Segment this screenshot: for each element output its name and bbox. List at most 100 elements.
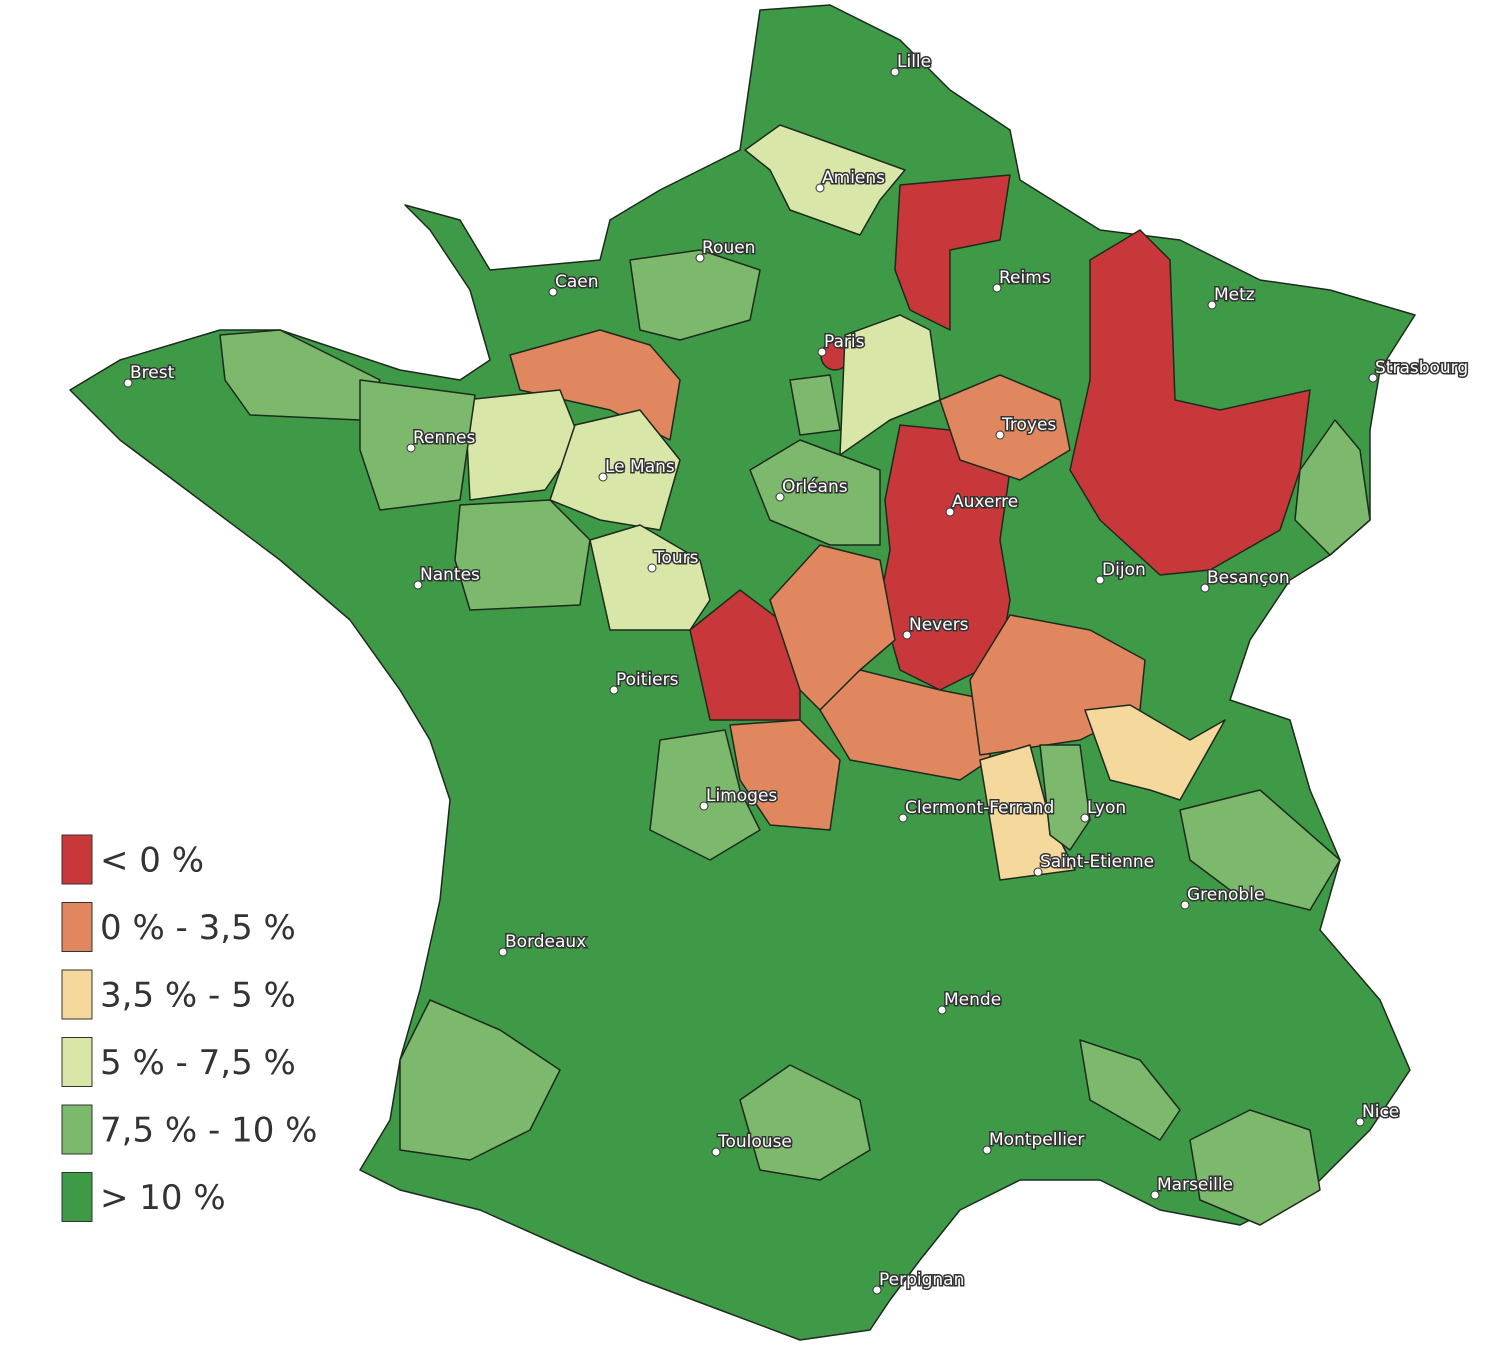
region — [744, 124, 906, 236]
city-dot — [548, 287, 558, 297]
legend-swatch — [61, 834, 93, 885]
city-dot — [1033, 867, 1043, 877]
region — [789, 374, 841, 436]
city-dot — [1207, 300, 1217, 310]
legend-label: 3,5 % - 5 % — [100, 976, 296, 1016]
legend-label: 0 % - 3,5 % — [100, 908, 296, 948]
city-dot — [1095, 575, 1105, 585]
city-dot — [982, 1145, 992, 1155]
city-label: Strasbourg — [1375, 358, 1468, 378]
city-dot — [898, 813, 908, 823]
region — [219, 329, 381, 421]
city-dot — [498, 947, 508, 957]
city-label: Caen — [555, 272, 599, 292]
region — [769, 544, 896, 711]
city-label: Mende — [944, 990, 1001, 1010]
city-dot — [817, 347, 827, 357]
city-label: Nantes — [420, 565, 480, 585]
city-dot — [1355, 1117, 1365, 1127]
cities: Lille Amiens Rouen Caen Paris Brest Reims Metz S… — [123, 51, 1470, 1295]
city-label: Perpignan — [879, 1270, 964, 1290]
city-label: Toulouse — [717, 1132, 792, 1152]
city-label: Brest — [130, 363, 175, 383]
city-label: Auxerre — [952, 492, 1018, 512]
city-label: Saint-Etienne — [1040, 852, 1154, 872]
legend-swatch — [61, 1037, 93, 1087]
city-label: Nevers — [909, 615, 969, 635]
city-label: Bordeaux — [505, 932, 586, 952]
city-dot — [647, 563, 657, 573]
region — [454, 499, 591, 611]
city-dot — [995, 430, 1005, 440]
region — [1294, 419, 1371, 556]
region — [939, 374, 1071, 481]
city-label: Clermont-Ferrand — [905, 798, 1054, 818]
city-dot — [406, 443, 416, 453]
city-dot — [937, 1005, 947, 1015]
region — [979, 744, 1076, 881]
region — [649, 729, 761, 861]
city-dot — [775, 492, 785, 502]
region — [1189, 1109, 1321, 1226]
city-label: Metz — [1214, 285, 1255, 305]
region — [894, 174, 1011, 331]
city-dot — [890, 67, 900, 77]
region — [1039, 744, 1091, 851]
region — [589, 524, 711, 631]
region — [729, 719, 841, 831]
city-label: Orléans — [782, 477, 848, 497]
legend-swatch — [61, 969, 93, 1020]
city-label: Lille — [897, 52, 931, 72]
legend-label: 7,5 % - 10 % — [100, 1111, 317, 1151]
legend-swatch — [61, 1172, 93, 1222]
city-dot — [598, 472, 608, 482]
city-label: Lyon — [1087, 798, 1126, 818]
city-label: Montpellier — [989, 1130, 1084, 1150]
region — [1079, 1039, 1181, 1141]
region — [749, 439, 881, 546]
legend: < 0 % 0 % - 3,5 % 3,5 % - 5 % 5 % - 7,5 % 7,… — [61, 834, 317, 1222]
city-label: Grenoble — [1187, 885, 1264, 905]
region — [359, 379, 476, 511]
city-dot — [699, 801, 709, 811]
city-label: Amiens — [822, 168, 885, 188]
city-label: Tours — [653, 548, 699, 568]
region — [1179, 789, 1341, 911]
city-dot — [1180, 900, 1190, 910]
city-label: Reims — [999, 268, 1051, 288]
city-label: Rennes — [413, 428, 476, 448]
region — [629, 249, 761, 341]
city-label: Troyes — [1001, 415, 1056, 435]
city-label: Rouen — [702, 238, 755, 258]
city-dot — [1150, 1190, 1160, 1200]
legend-swatch — [61, 902, 93, 952]
city-dot — [815, 183, 825, 193]
regions — [219, 124, 1371, 1226]
city-dot — [1368, 373, 1378, 383]
city-dot — [945, 507, 955, 517]
city-label: Dijon — [1102, 560, 1146, 580]
city-label: Marseille — [1157, 1175, 1233, 1195]
legend-label: > 10 % — [100, 1178, 226, 1218]
city-dot — [609, 685, 619, 695]
region — [399, 999, 561, 1161]
city-label: Paris — [824, 332, 865, 352]
region — [739, 1064, 871, 1181]
city-label: Poitiers — [616, 670, 679, 690]
city-dot — [1200, 583, 1210, 593]
city-label: Le Mans — [605, 457, 675, 477]
city-dot — [711, 1147, 721, 1157]
legend-swatch — [61, 1104, 93, 1155]
city-dot — [695, 253, 705, 263]
city-label: Limoges — [706, 786, 777, 806]
city-dot — [992, 283, 1002, 293]
city-dot — [872, 1285, 882, 1295]
legend-label: < 0 % — [100, 841, 204, 881]
legend-label: 5 % - 7,5 % — [100, 1043, 296, 1083]
city-dot — [1080, 813, 1090, 823]
region — [1084, 704, 1226, 801]
city-label: Besançon — [1207, 568, 1290, 588]
city-dot — [413, 580, 423, 590]
region — [1069, 229, 1311, 576]
